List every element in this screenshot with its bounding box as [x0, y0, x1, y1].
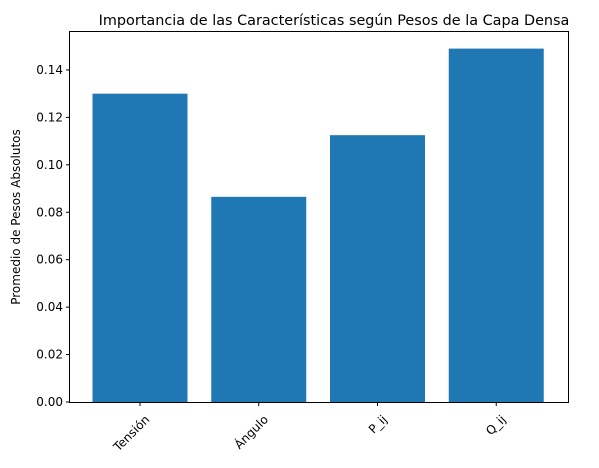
y-tick-label: 0.08: [36, 205, 63, 219]
y-tick-label: 0.12: [36, 110, 63, 124]
y-axis-label: Promedio de Pesos Absolutos: [9, 129, 23, 305]
bar-1: [211, 196, 307, 402]
x-tick-label: Q_ij: [483, 412, 509, 438]
bars-group: [92, 48, 544, 403]
x-axis-ticks: Tensión Ángulo P_ij Q_ij: [110, 402, 509, 455]
y-tick-label: 0.06: [36, 253, 63, 267]
y-tick-label: 0.02: [36, 348, 63, 362]
y-tick-label: 0.04: [36, 300, 63, 314]
x-tick-label: P_ij: [366, 412, 390, 436]
y-tick-label: 0.10: [36, 158, 63, 172]
y-axis-ticks: 0.00 0.02 0.04 0.06 0.08 0.10 0.12 0.14: [36, 63, 70, 409]
y-tick-label: 0.00: [36, 395, 63, 409]
bar-0: [92, 93, 188, 403]
y-tick-label: 0.14: [36, 63, 63, 77]
bar-2: [330, 135, 425, 402]
chart-title: Importancia de las Características según…: [99, 13, 570, 29]
x-tick-label: Ángulo: [231, 412, 271, 452]
plot-frame: [69, 31, 569, 403]
bar-3: [448, 48, 544, 402]
x-tick-label: Tensión: [110, 412, 152, 454]
